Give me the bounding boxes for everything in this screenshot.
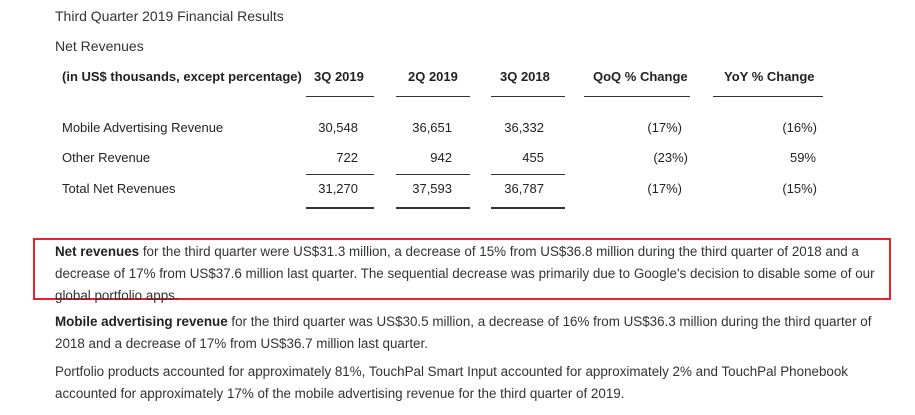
paragraph-bold-lead: Net revenues	[55, 244, 140, 259]
cell-2q2019: 37,593	[412, 181, 452, 196]
subtotal-rule-2q2019	[396, 174, 470, 175]
header-rule-3q2018	[491, 96, 565, 97]
cell-3q2018: 36,787	[504, 181, 544, 196]
page-title: Third Quarter 2019 Financial Results	[55, 8, 284, 24]
cell-3q2019: 30,548	[318, 120, 358, 135]
paragraph-portfolio: Portfolio products accounted for approxi…	[55, 361, 885, 405]
subtotal-rule-3q2018	[491, 174, 565, 175]
total-rule-3q2018	[491, 207, 565, 209]
paragraph-text: for the third quarter were US$31.3 milli…	[55, 244, 875, 303]
cell-qoq: (23%)	[653, 150, 688, 165]
cell-2q2019: 36,651	[412, 120, 452, 135]
total-rule-3q2019	[306, 207, 374, 209]
paragraph-mobile-ad: Mobile advertising revenue for the third…	[55, 311, 885, 355]
row-label: Other Revenue	[62, 150, 151, 165]
paragraph-text: for the third quarter was US$30.5 millio…	[55, 314, 872, 351]
paragraph-bold-lead: Mobile advertising revenue	[55, 314, 228, 329]
table-header-3q2019: 3Q 2019	[314, 69, 364, 84]
cell-3q2019: 722	[336, 150, 358, 165]
table-header-qoq: QoQ % Change	[593, 69, 688, 84]
header-rule-3q2019	[306, 96, 374, 97]
cell-3q2018: 455	[522, 150, 544, 165]
table-header-3q2018: 3Q 2018	[500, 69, 550, 84]
header-rule-2q2019	[396, 96, 470, 97]
paragraph-text: Portfolio products accounted for approxi…	[55, 364, 849, 401]
cell-3q2019: 31,270	[318, 181, 358, 196]
header-rule-yoy	[713, 96, 823, 97]
table-header-2q2019: 2Q 2019	[408, 69, 458, 84]
cell-yoy: 59%	[789, 150, 816, 165]
section-title: Net Revenues	[55, 38, 144, 54]
cell-3q2018: 36,332	[504, 120, 544, 135]
paragraph-net-revenues: Net revenues for the third quarter were …	[55, 241, 885, 307]
cell-qoq: (17%)	[647, 120, 682, 135]
total-rule-2q2019	[396, 207, 470, 209]
header-rule-qoq	[584, 96, 690, 97]
cell-qoq: (17%)	[647, 181, 682, 196]
table-header-yoy: YoY % Change	[724, 69, 815, 84]
cell-yoy: (16%)	[782, 120, 817, 135]
row-label: Total Net Revenues	[62, 181, 176, 196]
cell-yoy: (15%)	[782, 181, 817, 196]
subtotal-rule-3q2019	[306, 174, 374, 175]
cell-2q2019: 942	[430, 150, 452, 165]
table-header-label: (in US$ thousands, except percentage)	[62, 69, 302, 84]
highlight-box	[33, 238, 891, 300]
row-label: Mobile Advertising Revenue	[62, 120, 224, 135]
